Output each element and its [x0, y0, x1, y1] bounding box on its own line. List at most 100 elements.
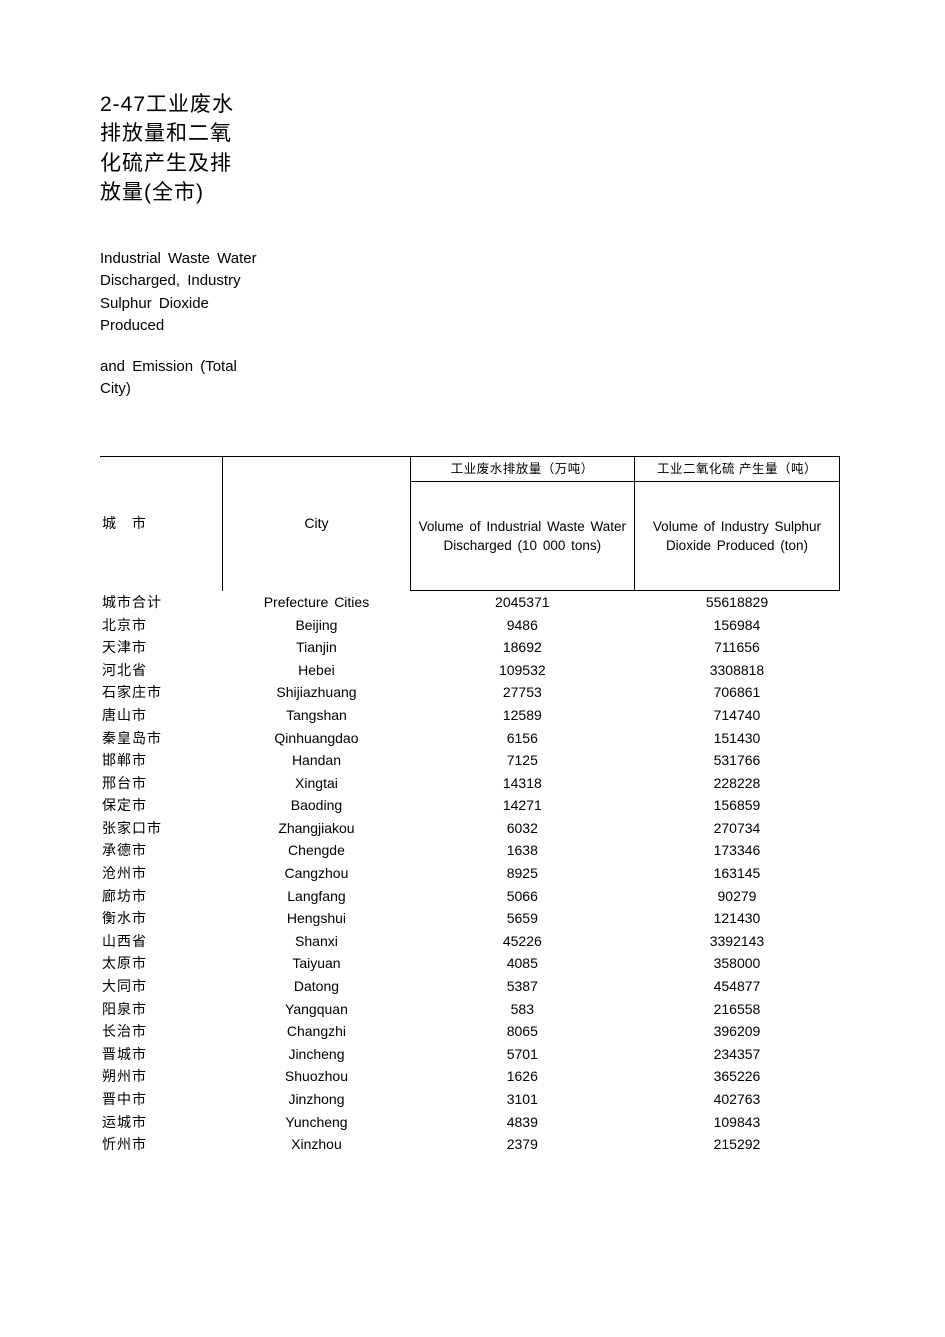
- cell-wastewater: 6032: [410, 817, 634, 840]
- cell-city-cn: 唐山市: [100, 704, 223, 727]
- cell-city-en: Jincheng: [223, 1043, 410, 1066]
- cell-wastewater: 9486: [410, 614, 634, 637]
- cell-so2: 156859: [634, 795, 839, 818]
- cell-so2: 711656: [634, 637, 839, 660]
- cell-city-cn: 阳泉市: [100, 998, 223, 1021]
- cell-city-cn: 河北省: [100, 659, 223, 682]
- cell-so2: 173346: [634, 840, 839, 863]
- cell-city-en: Shijiazhuang: [223, 682, 410, 705]
- table-row: 承德市Chengde1638173346: [100, 840, 840, 863]
- cell-city-en: Qinhuangdao: [223, 727, 410, 750]
- cell-city-cn: 石家庄市: [100, 682, 223, 705]
- cell-wastewater: 45226: [410, 930, 634, 953]
- table-header-row-top: 城 市 City 工业废水排放量（万吨） 工业二氧化硫 产生量（吨）: [100, 456, 840, 482]
- cell-wastewater: 8925: [410, 863, 634, 886]
- cell-city-en: Hebei: [223, 659, 410, 682]
- cell-wastewater: 14271: [410, 795, 634, 818]
- cell-wastewater: 109532: [410, 659, 634, 682]
- cell-city-en: Xinzhou: [223, 1134, 410, 1157]
- cell-city-cn: 太原市: [100, 953, 223, 976]
- cell-city-cn: 城市合计: [100, 591, 223, 614]
- cell-city-en: Prefecture Cities: [223, 591, 410, 614]
- table-row: 太原市Taiyuan4085358000: [100, 953, 840, 976]
- cell-so2: 156984: [634, 614, 839, 637]
- table-row: 邯郸市Handan7125531766: [100, 750, 840, 773]
- table-row: 保定市Baoding14271156859: [100, 795, 840, 818]
- table-row: 城市合计Prefecture Cities204537155618829: [100, 591, 840, 614]
- table-row: 廊坊市Langfang506690279: [100, 885, 840, 908]
- table-row: 晋中市Jinzhong3101402763: [100, 1089, 840, 1112]
- cell-wastewater: 5387: [410, 976, 634, 999]
- cell-so2: 90279: [634, 885, 839, 908]
- header-so2-en: Volume of Industry Sulphur Dioxide Produ…: [634, 482, 839, 591]
- cell-so2: 151430: [634, 727, 839, 750]
- cell-city-cn: 保定市: [100, 795, 223, 818]
- header-city-cn: 城 市: [100, 456, 223, 591]
- cell-so2: 163145: [634, 863, 839, 886]
- cell-so2: 109843: [634, 1111, 839, 1134]
- cell-city-en: Cangzhou: [223, 863, 410, 886]
- cell-wastewater: 4085: [410, 953, 634, 976]
- cell-city-en: Langfang: [223, 885, 410, 908]
- cell-wastewater: 1626: [410, 1066, 634, 1089]
- cell-city-en: Yangquan: [223, 998, 410, 1021]
- table-row: 河北省Hebei1095323308818: [100, 659, 840, 682]
- cell-so2: 714740: [634, 704, 839, 727]
- cell-city-cn: 衡水市: [100, 908, 223, 931]
- cell-city-cn: 张家口市: [100, 817, 223, 840]
- cell-city-en: Beijing: [223, 614, 410, 637]
- cell-city-cn: 忻州市: [100, 1134, 223, 1157]
- cell-city-en: Handan: [223, 750, 410, 773]
- table-row: 朔州市Shuozhou1626365226: [100, 1066, 840, 1089]
- cell-wastewater: 2379: [410, 1134, 634, 1157]
- cell-wastewater: 3101: [410, 1089, 634, 1112]
- cell-wastewater: 12589: [410, 704, 634, 727]
- cell-wastewater: 4839: [410, 1111, 634, 1134]
- cell-wastewater: 18692: [410, 637, 634, 660]
- table-row: 张家口市Zhangjiakou6032270734: [100, 817, 840, 840]
- document-page: 2-47工业废水排放量和二氧化硫产生及排放量(全市) Industrial Wa…: [0, 0, 945, 1216]
- table-row: 天津市Tianjin18692711656: [100, 637, 840, 660]
- table-row: 唐山市Tangshan12589714740: [100, 704, 840, 727]
- cell-city-cn: 沧州市: [100, 863, 223, 886]
- cell-city-en: Chengde: [223, 840, 410, 863]
- cell-so2: 121430: [634, 908, 839, 931]
- cell-city-en: Tianjin: [223, 637, 410, 660]
- table-row: 忻州市Xinzhou2379215292: [100, 1134, 840, 1157]
- data-table: 城 市 City 工业废水排放量（万吨） 工业二氧化硫 产生量（吨） Volum…: [100, 456, 840, 1157]
- table-row: 阳泉市Yangquan583216558: [100, 998, 840, 1021]
- cell-city-cn: 秦皇岛市: [100, 727, 223, 750]
- header-wastewater-en: Volume of Industrial Waste Water Dischar…: [410, 482, 634, 591]
- cell-wastewater: 27753: [410, 682, 634, 705]
- cell-so2: 3392143: [634, 930, 839, 953]
- cell-so2: 215292: [634, 1134, 839, 1157]
- cell-city-cn: 邯郸市: [100, 750, 223, 773]
- cell-wastewater: 5659: [410, 908, 634, 931]
- cell-city-en: Hengshui: [223, 908, 410, 931]
- title-english-line2: and Emission (Total City): [100, 356, 270, 401]
- cell-city-cn: 运城市: [100, 1111, 223, 1134]
- cell-city-cn: 朔州市: [100, 1066, 223, 1089]
- table-row: 山西省Shanxi452263392143: [100, 930, 840, 953]
- cell-city-cn: 廊坊市: [100, 885, 223, 908]
- cell-city-en: Taiyuan: [223, 953, 410, 976]
- cell-city-cn: 邢台市: [100, 772, 223, 795]
- cell-wastewater: 5066: [410, 885, 634, 908]
- cell-wastewater: 5701: [410, 1043, 634, 1066]
- table-row: 衡水市Hengshui5659121430: [100, 908, 840, 931]
- cell-wastewater: 6156: [410, 727, 634, 750]
- header-city-en: City: [223, 456, 410, 591]
- cell-city-cn: 晋城市: [100, 1043, 223, 1066]
- table-row: 运城市Yuncheng4839109843: [100, 1111, 840, 1134]
- cell-city-cn: 山西省: [100, 930, 223, 953]
- table-row: 晋城市Jincheng5701234357: [100, 1043, 840, 1066]
- cell-city-cn: 承德市: [100, 840, 223, 863]
- cell-city-cn: 长治市: [100, 1021, 223, 1044]
- cell-city-en: Yuncheng: [223, 1111, 410, 1134]
- cell-city-cn: 北京市: [100, 614, 223, 637]
- cell-so2: 234357: [634, 1043, 839, 1066]
- table-body: 城市合计Prefecture Cities204537155618829北京市B…: [100, 591, 840, 1156]
- table-row: 大同市Datong5387454877: [100, 976, 840, 999]
- table-row: 沧州市Cangzhou8925163145: [100, 863, 840, 886]
- cell-wastewater: 583: [410, 998, 634, 1021]
